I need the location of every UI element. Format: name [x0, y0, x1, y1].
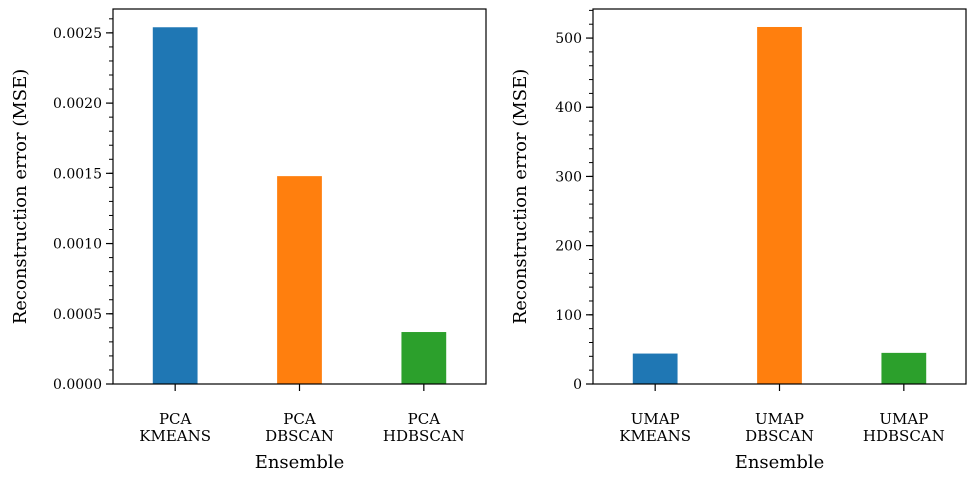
bar-pca-dbscan: PCA DBSCAN: 0.00148 [277, 176, 322, 384]
x-tick-label-line: DBSCAN [265, 427, 334, 445]
x-tick-label: PCA KMEANS [139, 410, 211, 445]
bar-pca-hdbscan: PCA HDBSCAN: 0.00037 [401, 332, 447, 384]
x-tick-label-line: HDBSCAN [383, 427, 465, 445]
y-tick-label: 300 [555, 169, 582, 185]
y-tick-label: 0.0025 [53, 26, 102, 42]
x-tick-label-line: PCA [283, 410, 316, 428]
x-tick-label: UMAP KMEANS [619, 410, 691, 445]
y-tick-label: 500 [555, 31, 582, 47]
y-tick-label: 0.0000 [53, 377, 102, 393]
x-tick-label-line: UMAP [879, 410, 928, 428]
y-tick-label: 200 [555, 239, 582, 255]
y-axis-title: Reconstruction error (MSE) [10, 69, 31, 325]
y-tick-label: 0.0010 [53, 237, 102, 253]
y-tick-label: 0.0015 [53, 166, 102, 182]
bar-umap-kmeans: UMAP KMEANS: 44 [632, 353, 678, 384]
bar-pca-kmeans: PCA KMEANS: 0.00254 [152, 27, 198, 384]
x-tick-label-line: UMAP [755, 410, 804, 428]
x-tick-label-line: KMEANS [139, 427, 211, 445]
y-axis-title: Reconstruction error (MSE) [510, 69, 531, 325]
x-tick-label: UMAP HDBSCAN [863, 410, 945, 445]
x-tick-label-line: UMAP [631, 410, 680, 428]
x-tick-label: UMAP DBSCAN [745, 410, 814, 445]
bar-umap-hdbscan: UMAP HDBSCAN: 45 [881, 352, 927, 384]
x-axis-title: Ensemble [255, 452, 345, 473]
y-tick-label: 0.0020 [53, 96, 102, 112]
chart-panel-umap: UMAP KMEANS: 44 UMAP DBSCAN: 516 UMAP HDBS… [510, 8, 967, 473]
y-tick-label: 0.0005 [53, 307, 102, 323]
y-tick-label: 400 [555, 100, 582, 116]
chart-panel-pca: PCA KMEANS: 0.00254 PCA DBSCAN: 0.00148 PC… [10, 8, 487, 473]
x-tick-label-line: DBSCAN [745, 427, 814, 445]
x-tick-label-line: PCA [408, 410, 441, 428]
y-tick-label: 100 [555, 308, 582, 324]
x-tick-label-line: HDBSCAN [863, 427, 945, 445]
x-tick-label: PCA HDBSCAN [383, 410, 465, 445]
y-tick-label: 0 [573, 377, 582, 393]
x-axis-title: Ensemble [735, 452, 825, 473]
bar-umap-dbscan: UMAP DBSCAN: 516 [757, 26, 802, 385]
x-tick-label-line: PCA [159, 410, 192, 428]
x-tick-label: PCA DBSCAN [265, 410, 334, 445]
x-tick-label-line: KMEANS [619, 427, 691, 445]
